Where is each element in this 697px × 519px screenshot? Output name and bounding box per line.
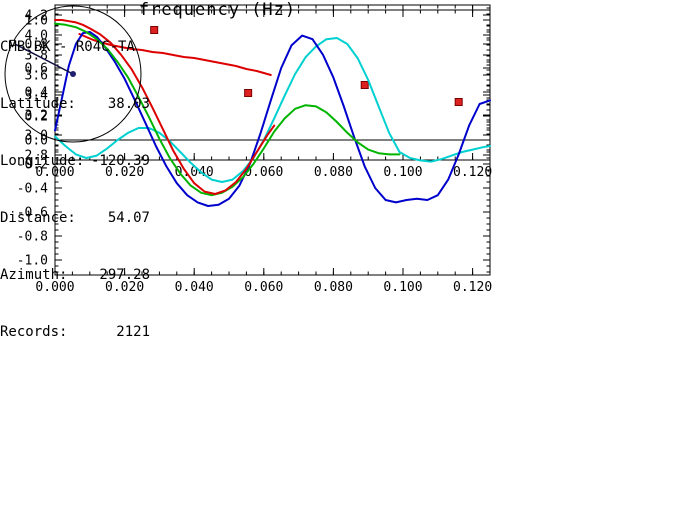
svg-text:0.080: 0.080: [314, 280, 353, 295]
azimuth-value: 297.28: [99, 267, 150, 283]
records-value: 2121: [116, 324, 150, 340]
svg-text:0.2: 0.2: [25, 110, 48, 125]
station-pair-title: CMB-BK - R04C-TA: [0, 39, 135, 55]
correlation-series: [54, 19, 491, 207]
info-row-records: Records: 2121: [0, 323, 150, 342]
svg-text:-0.4: -0.4: [17, 182, 48, 197]
dispersion-plot[interactable]: 0.000 0.020 0.040 0.060 0.080 0.100 0.1202.83.…: [0, 0, 500, 190]
info-row-longitude: Longitude: -120.39: [0, 152, 150, 171]
svg-text:-1.0: -1.0: [17, 254, 48, 269]
svg-text:3.0: 3.0: [25, 129, 48, 144]
svg-text:-0.2: -0.2: [17, 158, 48, 173]
svg-text:0.6: 0.6: [25, 62, 48, 77]
x-axis-label: frequency (Hz): [138, 0, 297, 20]
svg-text:0.8: 0.8: [25, 38, 48, 53]
svg-text:0.080: 0.080: [314, 165, 353, 180]
svg-text:0.120: 0.120: [453, 280, 492, 295]
latitude-value: 38.03: [107, 96, 150, 112]
info-row-azimuth: Azimuth: 297.28: [0, 266, 150, 285]
latitude-label: Latitude:: [0, 96, 76, 112]
svg-text:-0.8: -0.8: [17, 230, 48, 245]
azimuth-circle: [4, 5, 142, 143]
svg-text:0.0: 0.0: [25, 134, 48, 149]
station-edge-marker: [9, 39, 16, 46]
svg-text:3.6: 3.6: [25, 69, 48, 84]
svg-text:0.100: 0.100: [383, 165, 422, 180]
svg-text:0.060: 0.060: [244, 280, 283, 295]
station-center-dot: [70, 71, 76, 77]
longitude-value: -120.39: [90, 153, 150, 169]
longitude-label: Longitude:: [0, 153, 85, 169]
info-row-latitude: Latitude: 38.03: [0, 95, 150, 114]
svg-text:4.0: 4.0: [25, 29, 48, 44]
svg-text:0.4: 0.4: [25, 86, 49, 101]
azimuth-diagram: [4, 5, 142, 143]
svg-text:0.120: 0.120: [453, 165, 492, 180]
correlation-axes: 0.000 0.020 0.040 0.060 0.080 0.100 0.120 -1.0 -…: [17, 4, 492, 295]
station-info-panel: CMB-BK - R04C-TA Latitude: 38.03 Longitu…: [0, 0, 150, 380]
correlation-trace-cyan: [54, 37, 491, 183]
measured-velocity-points: [360, 81, 369, 89]
svg-text:2.8: 2.8: [25, 149, 48, 164]
svg-text:3.4: 3.4: [25, 89, 49, 104]
measured-velocity-points: [244, 89, 253, 97]
svg-text:-0.6: -0.6: [17, 206, 48, 221]
svg-text:0.020: 0.020: [105, 165, 144, 180]
measured-velocity-points: [150, 26, 159, 34]
azimuth-path-line: [12, 42, 74, 75]
correlation-plot[interactable]: 0.000 0.020 0.040 0.060 0.080 0.100 0.120 -1.0 -…: [0, 0, 500, 300]
info-row-distance: Distance: 54.07: [0, 209, 150, 228]
predicted-dispersion-curve: [78, 33, 272, 76]
svg-text:0.020: 0.020: [105, 280, 144, 295]
svg-text:3.2: 3.2: [25, 109, 48, 124]
svg-text:0.040: 0.040: [175, 280, 214, 295]
measured-velocity-points: [454, 98, 463, 106]
svg-text:0.000: 0.000: [35, 280, 74, 295]
records-label: Records:: [0, 324, 68, 340]
dispersion-series: [78, 26, 463, 106]
svg-text:0.060: 0.060: [244, 165, 283, 180]
distance-label: Distance:: [0, 210, 76, 226]
correlation-trace-red: [54, 19, 276, 195]
svg-text:0.100: 0.100: [383, 280, 422, 295]
svg-text:4.2: 4.2: [25, 9, 48, 24]
azimuth-label: Azimuth:: [0, 267, 68, 283]
distance-value: 54.07: [107, 210, 150, 226]
dispersion-axes: 0.000 0.020 0.040 0.060 0.080 0.100 0.1202.83.…: [25, 9, 493, 181]
svg-text:1.0: 1.0: [25, 14, 48, 29]
